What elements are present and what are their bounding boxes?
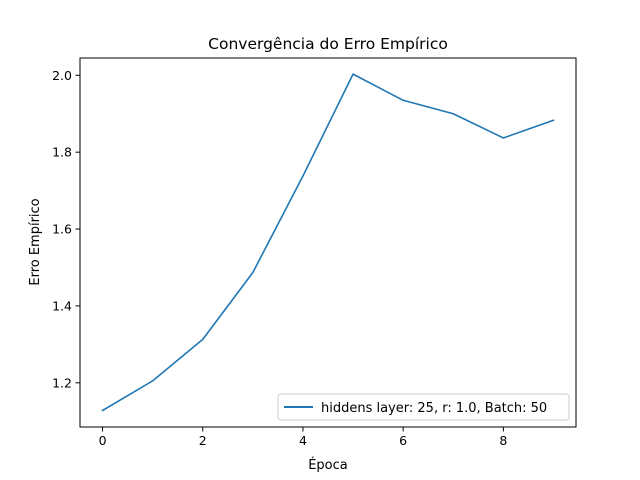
- y-tick-label: 1.8: [52, 145, 72, 160]
- y-tick-label: 1.4: [52, 298, 72, 313]
- legend-box: [277, 393, 570, 421]
- y-axis-label: Erro Empírico: [28, 198, 43, 285]
- x-tick-label: 2: [199, 433, 207, 448]
- legend-entry-label: hiddens layer: 25, r: 1.0, Batch: 50: [321, 401, 547, 416]
- y-tick-label: 1.6: [52, 222, 72, 237]
- y-axis-ticks: 1.2 1.4 1.6 1.8 2.0: [52, 68, 80, 390]
- y-tick-label: 2.0: [52, 68, 72, 83]
- axes-frame: [79, 57, 577, 428]
- x-tick-label: 8: [499, 433, 507, 448]
- x-tick-label: 0: [99, 433, 107, 448]
- chart-title: Convergência do Erro Empírico: [208, 35, 448, 53]
- legend: hiddens layer: 25, r: 1.0, Batch: 50: [277, 393, 570, 421]
- x-axis-label: Época: [308, 457, 348, 473]
- y-tick-label: 1.2: [52, 375, 72, 390]
- series-layer: [101, 73, 555, 412]
- x-tick-label: 4: [299, 433, 307, 448]
- plot-area: 0 2 4 6 8 1.2 1.4 1.6 1.8 2.0: [52, 57, 577, 448]
- x-tick-label: 6: [399, 433, 407, 448]
- series-line-0: [101, 73, 555, 412]
- x-axis-ticks: 0 2 4 6 8: [99, 427, 507, 448]
